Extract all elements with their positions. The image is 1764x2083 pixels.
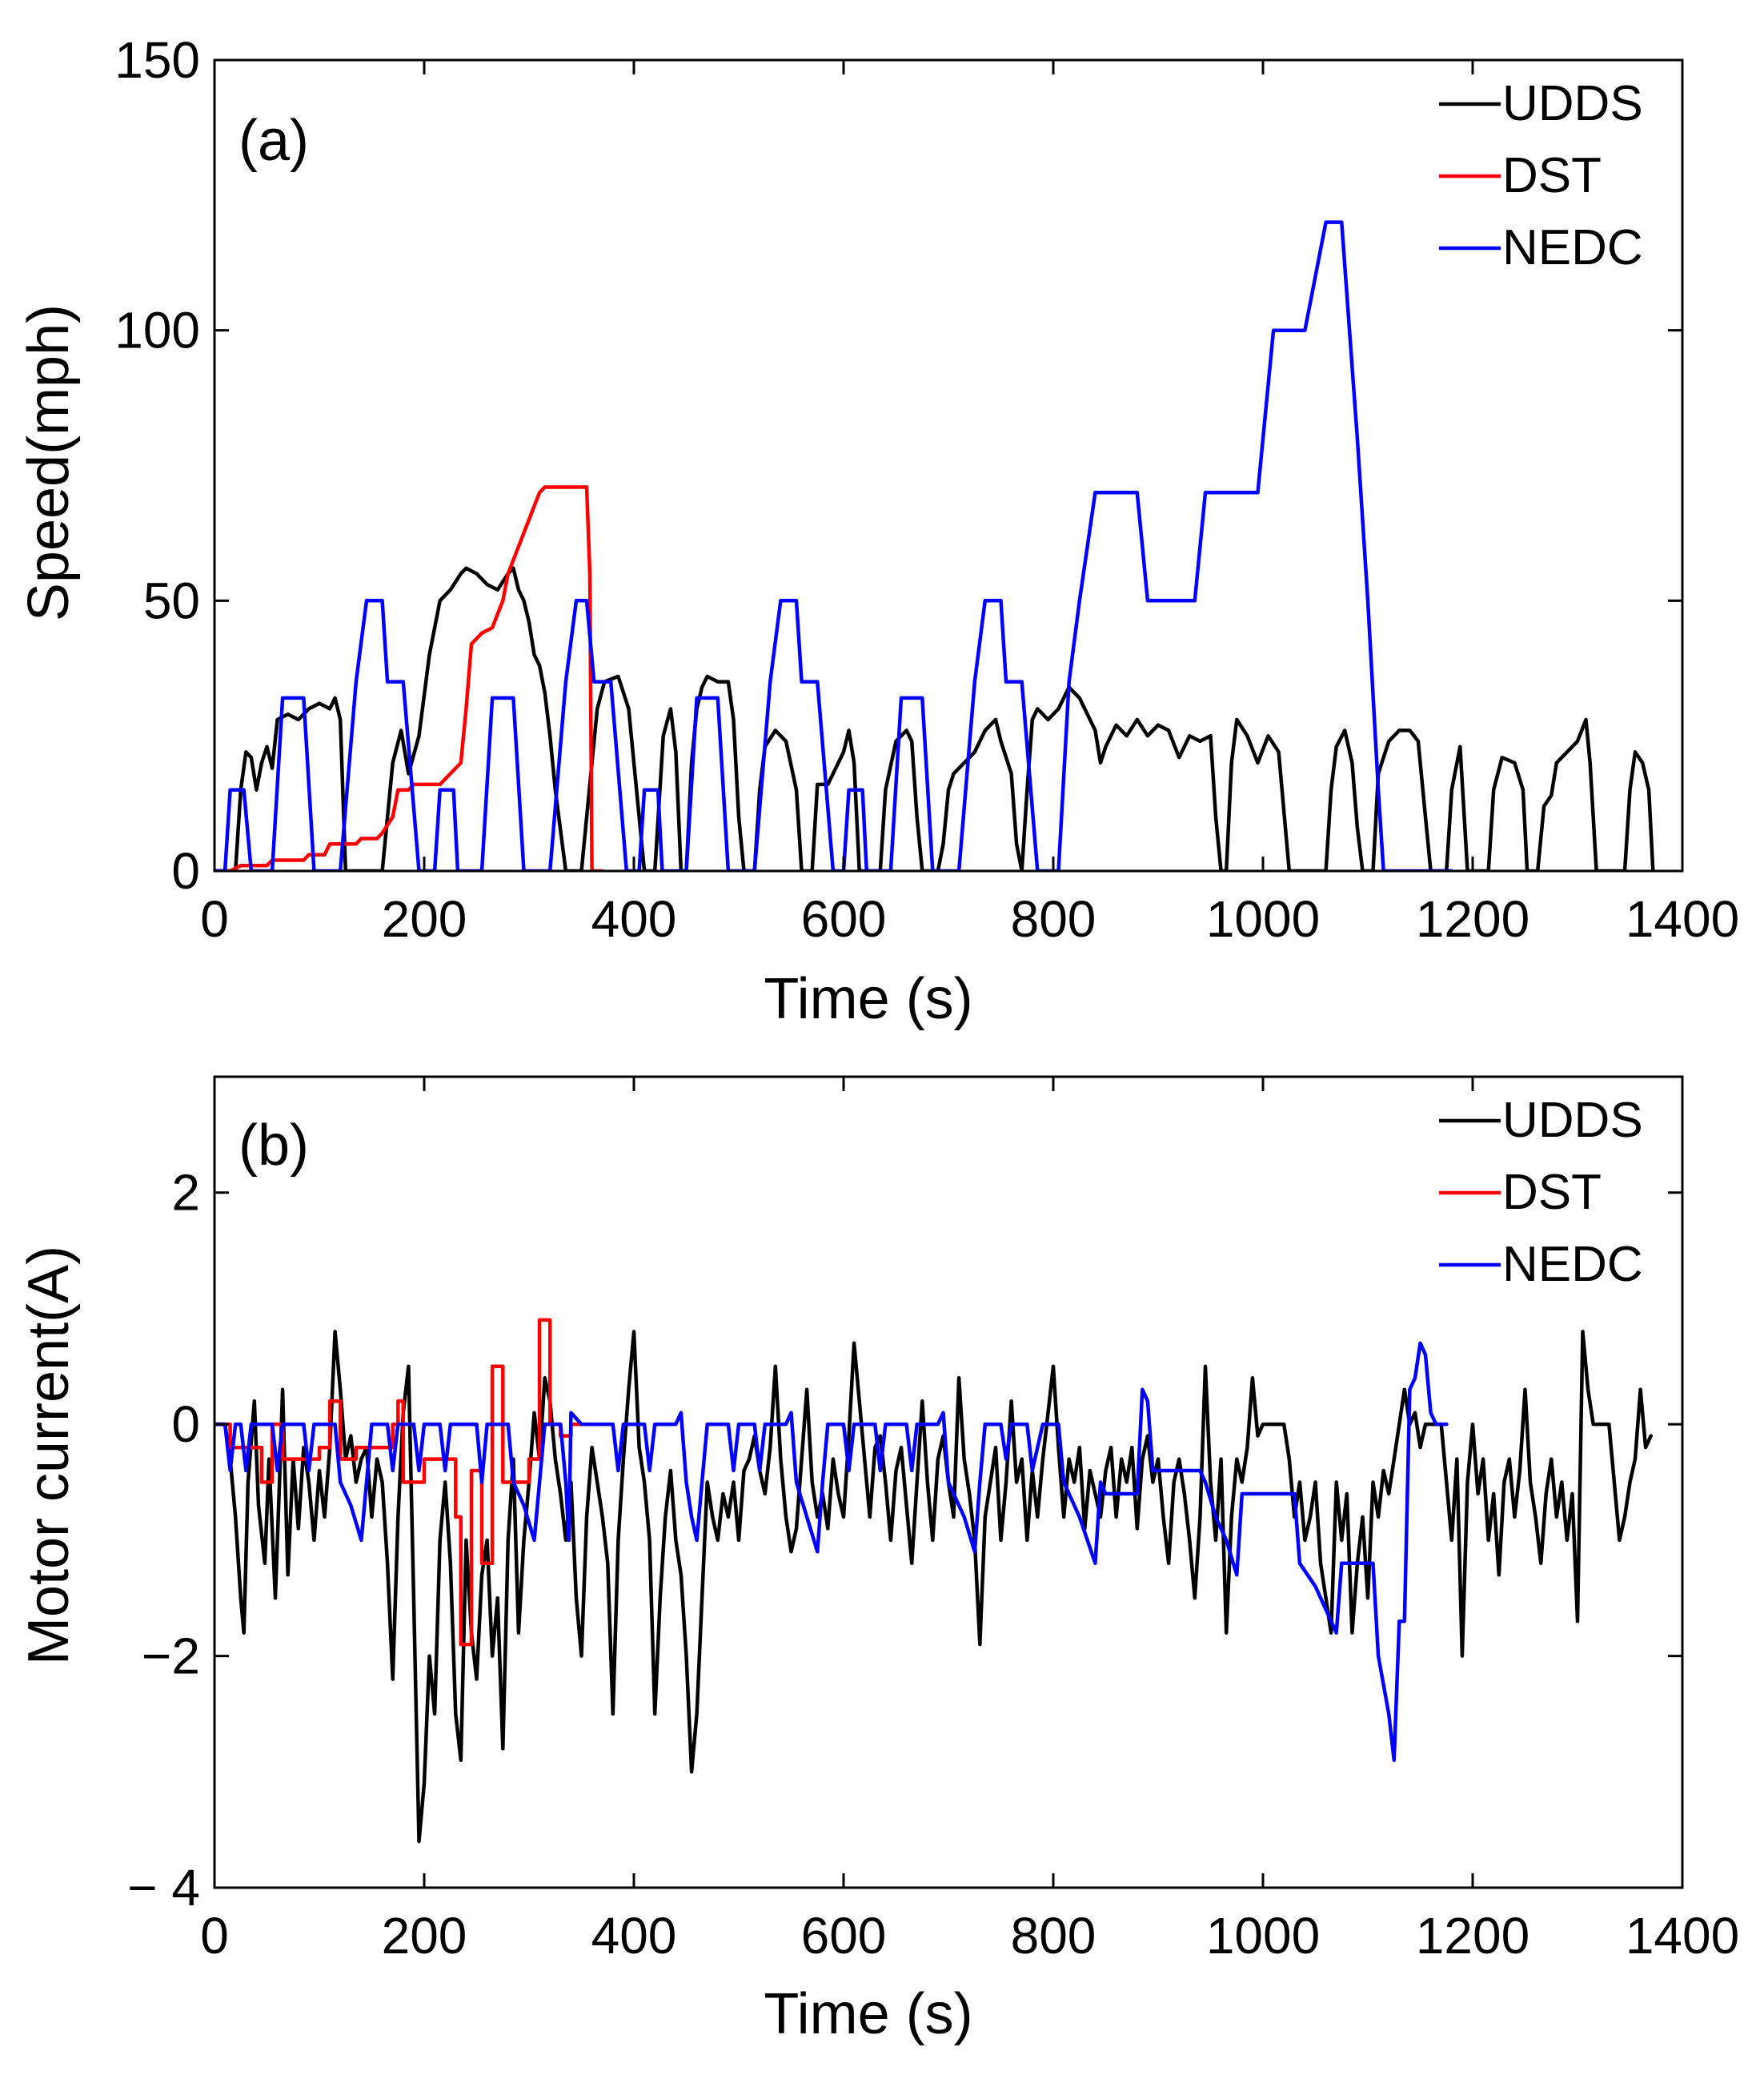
series-line-nedc — [214, 220, 1454, 871]
legend: UDDS DST NEDC — [1439, 76, 1643, 275]
x-tick-label: 800 — [1011, 890, 1096, 948]
y-axis-title: Speed(mph) — [17, 304, 81, 621]
x-tick-label: 1000 — [1206, 1907, 1320, 1965]
y-tick-label: 2 — [171, 1164, 200, 1222]
panel-b: 0 200 400 600 800 1000 1200 1400 − 4 −2 0 2 Time (s)… — [17, 1075, 1739, 2046]
x-tick-label: 400 — [591, 890, 677, 948]
x-tick-label: 1400 — [1626, 1907, 1739, 1965]
plot-frame — [213, 58, 1684, 873]
series-line-udds — [214, 1330, 1653, 1844]
legend-label-dst: DST — [1502, 1165, 1602, 1220]
y-tick-label: 0 — [171, 1395, 200, 1453]
panel-label: (b) — [239, 1114, 309, 1178]
series-line-nedc — [214, 1341, 1449, 1763]
x-tick-label: 800 — [1011, 1907, 1096, 1965]
x-tick-label: 600 — [801, 1907, 887, 1965]
legend-label-dst: DST — [1502, 148, 1602, 203]
x-tick-label: 200 — [382, 890, 467, 948]
y-tick-label: − 4 — [127, 1859, 200, 1916]
x-axis-title: Time (s) — [764, 967, 972, 1031]
series-group — [214, 1318, 1653, 1844]
plot-frame — [213, 1075, 1684, 1889]
panel-a: 0 200 400 600 800 1000 1200 1400 0 50 100 150 Time (… — [17, 31, 1739, 1031]
series-group — [214, 220, 1655, 871]
x-tick-label: 1400 — [1626, 890, 1739, 948]
x-tick-label: 400 — [591, 1907, 677, 1965]
legend-label-udds: UDDS — [1502, 76, 1643, 131]
series-line-dst — [214, 485, 604, 871]
series-line-udds — [214, 566, 1655, 871]
legend-label-nedc: NEDC — [1502, 220, 1643, 275]
legend: UDDS DST NEDC — [1439, 1093, 1643, 1292]
x-tick-label: 200 — [382, 1907, 467, 1965]
y-tick-label: 100 — [114, 302, 200, 359]
y-tick-label: −2 — [142, 1627, 200, 1685]
x-tick-label: 1200 — [1416, 1907, 1529, 1965]
y-tick-label: 0 — [171, 842, 200, 900]
x-tick-label: 0 — [200, 1907, 229, 1965]
y-axis-title: Motor current(A) — [17, 1246, 81, 1665]
x-tick-label: 0 — [200, 890, 229, 948]
panel-label: (a) — [239, 109, 309, 173]
x-tick-label: 1200 — [1416, 890, 1529, 948]
legend-label-nedc: NEDC — [1502, 1237, 1643, 1292]
x-axis-title: Time (s) — [764, 1982, 972, 2046]
x-tick-label: 600 — [801, 890, 887, 948]
y-tick-label: 50 — [143, 572, 200, 629]
x-tick-label: 1000 — [1206, 890, 1320, 948]
y-tick-label: 150 — [114, 31, 200, 89]
legend-label-udds: UDDS — [1502, 1093, 1643, 1148]
series-line-dst — [214, 1318, 583, 1647]
